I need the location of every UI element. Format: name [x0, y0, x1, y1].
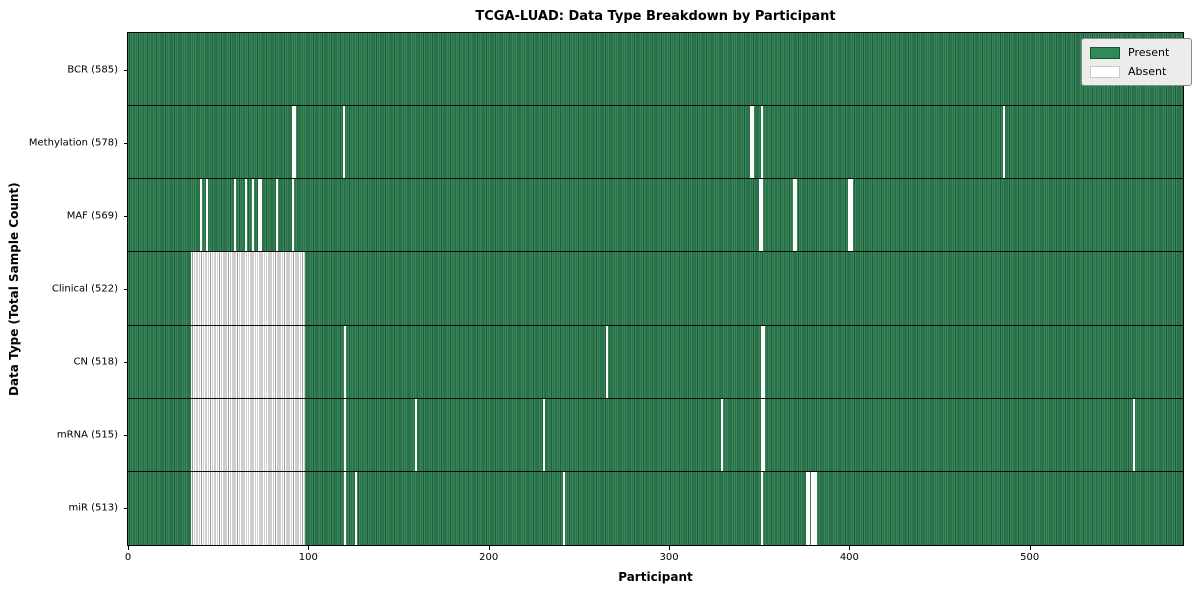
heatmap-row	[128, 33, 1183, 107]
absent-mark	[245, 179, 248, 252]
absent-mark	[811, 471, 814, 545]
absent-mark	[851, 179, 854, 252]
y-tick-mark	[124, 435, 128, 437]
absent-mark	[759, 179, 762, 252]
x-tick-mark	[669, 546, 671, 550]
x-tick-mark	[849, 546, 851, 550]
absent-mark	[355, 471, 358, 545]
absent-mark	[795, 179, 798, 252]
absent-mark	[605, 325, 608, 398]
absent-mark	[813, 471, 816, 545]
x-tick-label: 500	[1020, 552, 1040, 563]
legend-item-present: Present	[1090, 46, 1183, 59]
y-tick-label: mRNA (515)	[56, 429, 118, 441]
absent-mark	[761, 325, 763, 398]
absent-mark	[293, 106, 296, 179]
y-tick-label: BCR (585)	[67, 64, 118, 76]
absent-mark	[292, 179, 295, 252]
absent-mark	[414, 398, 417, 471]
absent-mark	[750, 106, 753, 179]
y-tick-label: Clinical (522)	[51, 283, 118, 295]
heatmap-row	[128, 398, 1183, 472]
legend-item-absent: Absent	[1090, 65, 1183, 78]
x-tick-mark	[1029, 546, 1031, 550]
x-tick-mark	[128, 546, 129, 550]
absent-mark	[751, 106, 754, 179]
absent-mark	[806, 471, 809, 545]
absent-block	[191, 325, 305, 398]
legend: Present Absent	[1081, 38, 1192, 86]
y-axis-label: Data Type (Total Sample Count)	[7, 182, 21, 396]
x-tick-label: 100	[298, 552, 318, 563]
x-axis-label: Participant	[618, 570, 693, 584]
absent-mark	[761, 106, 763, 179]
absent-mark	[562, 471, 565, 545]
absent-mark	[344, 325, 347, 398]
absent-mark	[762, 398, 765, 471]
y-tick-mark	[124, 215, 128, 217]
x-tick-label: 400	[839, 552, 859, 563]
x-tick-mark	[308, 546, 310, 550]
absent-mark	[721, 398, 724, 471]
absent-mark	[344, 471, 347, 545]
legend-label-absent: Absent	[1128, 65, 1167, 78]
present-swatch-icon	[1090, 46, 1120, 59]
x-tick-mark	[488, 546, 490, 550]
x-tick-label: 300	[659, 552, 679, 563]
absent-mark	[807, 471, 810, 545]
heatmap-row	[128, 471, 1183, 545]
absent-mark	[762, 325, 765, 398]
absent-mark	[344, 398, 347, 471]
heatmap-row	[128, 325, 1183, 399]
absent-mark	[275, 179, 278, 252]
absent-mark	[1132, 398, 1135, 471]
y-tick-mark	[124, 289, 128, 290]
x-tick-label: 0	[124, 552, 132, 563]
absent-mark	[292, 106, 295, 179]
y-tick-mark	[124, 508, 128, 510]
absent-mark	[234, 179, 237, 252]
heatmap-row	[128, 252, 1183, 326]
y-tick-label: CN (518)	[73, 356, 118, 368]
absent-mark	[1002, 106, 1005, 179]
absent-mark	[761, 179, 763, 252]
absent-mark	[761, 471, 763, 545]
y-tick-label: miR (513)	[68, 502, 118, 514]
absent-mark	[342, 106, 345, 179]
absent-mark	[259, 179, 262, 252]
absent-block	[191, 252, 305, 325]
absent-block	[191, 471, 305, 545]
absent-mark	[542, 398, 545, 471]
y-tick-label: MAF (569)	[66, 210, 118, 222]
absent-mark	[815, 471, 818, 545]
absent-block	[191, 398, 305, 471]
absent-mark	[252, 179, 255, 252]
legend-label-present: Present	[1128, 46, 1170, 59]
absent-mark	[849, 179, 852, 252]
y-tick-mark	[124, 362, 128, 364]
chart-title: TCGA-LUAD: Data Type Breakdown by Partic…	[475, 9, 836, 24]
absent-mark	[761, 398, 763, 471]
heatmap-row	[128, 106, 1183, 180]
y-tick-label: Methylation (578)	[28, 137, 118, 149]
absent-mark	[257, 179, 260, 252]
y-tick-mark	[124, 69, 128, 71]
heatmap-row	[128, 179, 1183, 253]
heatmap-plot-area	[128, 33, 1183, 545]
absent-mark	[200, 179, 203, 252]
y-tick-mark	[124, 142, 128, 144]
absent-mark	[205, 179, 208, 252]
absent-mark	[793, 179, 796, 252]
absent-swatch-icon	[1090, 65, 1120, 78]
x-tick-label: 200	[479, 552, 499, 563]
absent-mark	[847, 179, 850, 252]
